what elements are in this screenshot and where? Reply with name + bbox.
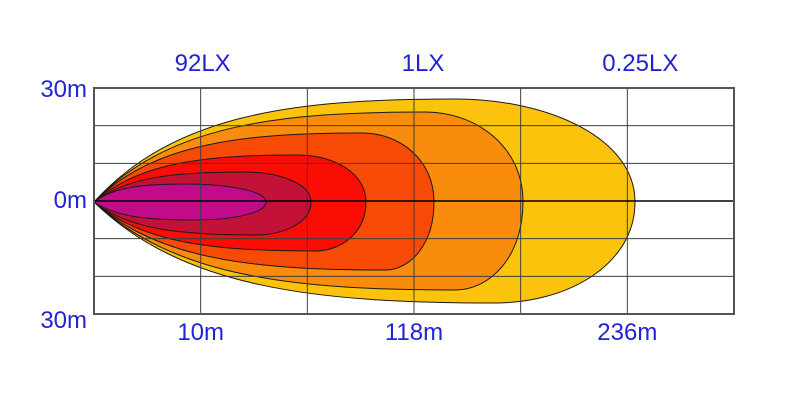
plot-border [93, 87, 735, 315]
vertical-axis-label-1: 30m [40, 76, 87, 103]
distance-label-3: 236m [597, 319, 658, 346]
contour-inner-magenta [93, 183, 267, 221]
lux-label-2: 1LX [401, 50, 445, 77]
vertical-axis-label-3: 30m [40, 307, 87, 334]
distance-label-1: 10m [177, 319, 224, 346]
lux-label-3: 0.25LX [602, 50, 679, 77]
lux-label-1: 92LX [174, 50, 231, 77]
vertical-axis-label-2: 0m [53, 187, 87, 214]
distance-label-2: 118m [384, 319, 444, 346]
